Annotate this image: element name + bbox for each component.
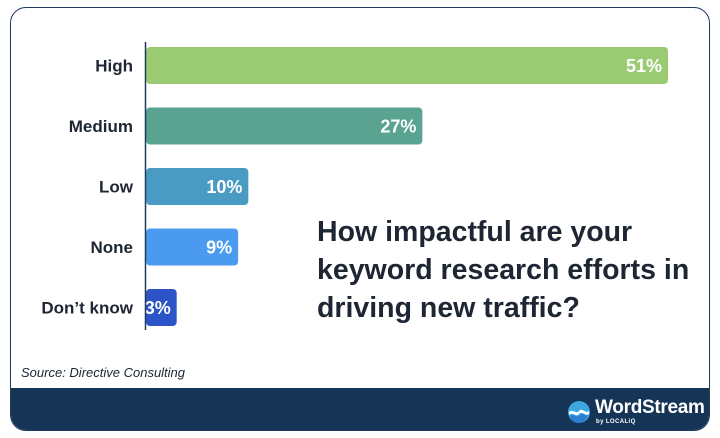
value-label: 27% bbox=[380, 117, 416, 137]
bar-medium bbox=[146, 107, 423, 145]
category-label: Medium bbox=[69, 117, 133, 136]
source-note: Source: Directive Consulting bbox=[21, 365, 186, 380]
value-label: 10% bbox=[206, 177, 242, 197]
wordstream-brand: WordStream by LOCALiQ bbox=[567, 396, 707, 428]
value-label: 3% bbox=[145, 298, 171, 318]
bar-low bbox=[146, 168, 249, 205]
category-label: High bbox=[95, 57, 133, 76]
category-label: Low bbox=[99, 178, 134, 197]
brand-name: WordStream bbox=[595, 397, 705, 418]
value-label: 9% bbox=[206, 238, 232, 258]
category-label: None bbox=[91, 238, 134, 257]
bar-chart: High 51% Medium 27% Low 10% None 9% Don’t know 3% bbox=[41, 42, 668, 330]
category-label: Don’t know bbox=[41, 299, 133, 318]
bar-group: High 51% Medium 27% Low 10% None 9% Don’t know 3% bbox=[41, 47, 668, 326]
footer-bar bbox=[11, 388, 709, 430]
wordstream-logo-icon bbox=[568, 401, 590, 423]
value-label: 51% bbox=[626, 56, 662, 76]
bar-high bbox=[146, 47, 668, 84]
chart-title: How impactful are your keyword research … bbox=[317, 216, 690, 324]
bar-don-t-know bbox=[146, 289, 177, 326]
brand-subtitle: by LOCALiQ bbox=[596, 419, 636, 425]
chart-card: High 51% Medium 27% Low 10% None 9% Don’t know 3%… bbox=[10, 7, 710, 431]
bar-none bbox=[146, 228, 239, 266]
